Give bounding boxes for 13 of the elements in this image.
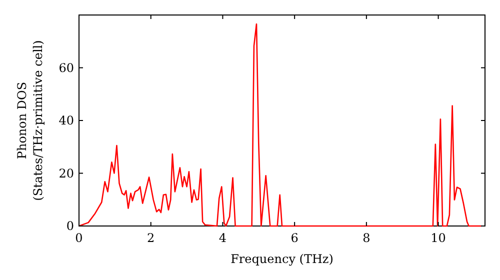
x-tick-label: 4 [218, 231, 227, 245]
x-tick-label: 0 [75, 231, 83, 245]
y-tick-label: 60 [58, 60, 74, 75]
x-tick-label: 2 [147, 231, 155, 245]
x-tick-label: 10 [430, 231, 446, 245]
y-axis-title: Phonon DOS (States/THz·primitive cell) [15, 40, 45, 201]
line-series [78, 23, 482, 227]
y-tick-label: 0 [66, 219, 74, 233]
x-tick-label: 8 [362, 231, 370, 245]
y-tick-label: 40 [58, 114, 74, 128]
x-tick-label: 6 [290, 231, 298, 245]
x-axis-title: Frequency (THz) [230, 252, 334, 266]
y-tick-label: 20 [58, 166, 74, 180]
